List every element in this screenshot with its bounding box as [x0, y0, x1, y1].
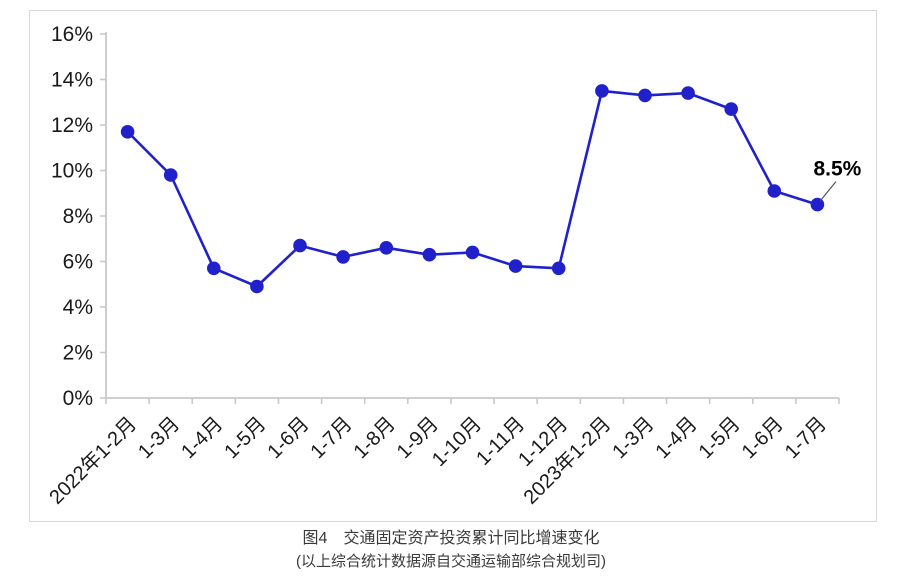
data-point-marker — [120, 125, 135, 139]
x-axis-tick-label: 1-3月 — [608, 413, 658, 463]
x-axis-tick-label: 1-10月 — [428, 413, 486, 471]
y-axis-tick-label: 14% — [51, 69, 93, 92]
x-axis-tick-label: 1-7月 — [307, 413, 357, 463]
line-chart: 0%2%4%6%8%10%12%14%16%2022年1-2月1-3月1-4月1… — [45, 23, 862, 509]
data-point-marker — [163, 168, 178, 182]
chart-frame: 0% 2% 4% 6% 8% 10% 12% 14% 16% 2022年1-2月 1-3月 1-4月 1… — [29, 10, 877, 522]
data-point-marker — [508, 259, 523, 273]
data-point-marker — [595, 84, 609, 98]
data-point-marker — [250, 279, 264, 294]
data-point-marker — [810, 197, 825, 212]
data-point-marker — [638, 88, 652, 103]
figure-caption: 图4 交通固定资产投资累计同比增速变化 (以上综合统计数据源自交通运输部综合规划… — [0, 527, 902, 573]
caption-source: (以上综合统计数据源自交通运输部综合规划司) — [296, 553, 606, 570]
x-axis-tick-label: 1-3月 — [134, 413, 184, 463]
data-point-marker — [207, 261, 221, 276]
y-axis-tick-label: 4% — [63, 296, 93, 319]
x-axis-tick-label: 1-5月 — [695, 413, 745, 463]
data-point-marker — [293, 238, 307, 253]
caption-title: 图4 交通固定资产投资累计同比增速变化 — [302, 530, 600, 547]
annotation-label: 8.5% — [813, 158, 861, 181]
x-axis-tick-label: 1-4月 — [651, 413, 701, 463]
x-axis-tick-label: 1-4月 — [177, 413, 227, 463]
y-axis-tick-label: 2% — [63, 342, 93, 365]
y-axis-tick-label: 16% — [51, 23, 93, 46]
y-axis-tick-label: 12% — [51, 114, 93, 137]
annotation-leader-line — [819, 181, 837, 202]
x-axis-tick-label: 1-6月 — [738, 413, 788, 463]
data-point-marker — [379, 241, 394, 255]
x-axis-tick-label: 1-7月 — [781, 413, 831, 463]
y-axis-tick-label: 0% — [63, 387, 93, 410]
y-axis-tick-label: 8% — [63, 205, 93, 228]
data-point-marker — [724, 102, 738, 116]
data-point-marker — [465, 245, 480, 260]
data-point-marker — [551, 261, 566, 276]
x-axis-tick-label: 1-5月 — [220, 413, 270, 463]
data-point-marker — [336, 250, 350, 264]
y-axis-tick-label: 10% — [51, 160, 93, 183]
x-axis-tick-label: 1-6月 — [263, 413, 313, 463]
x-axis-tick-label: 2022年1-2月 — [45, 412, 141, 508]
x-axis-tick-label: 1-8月 — [350, 413, 400, 463]
data-point-marker — [422, 247, 437, 262]
data-point-marker — [681, 86, 695, 100]
data-point-marker — [767, 184, 782, 198]
y-axis-tick-label: 6% — [63, 251, 93, 274]
